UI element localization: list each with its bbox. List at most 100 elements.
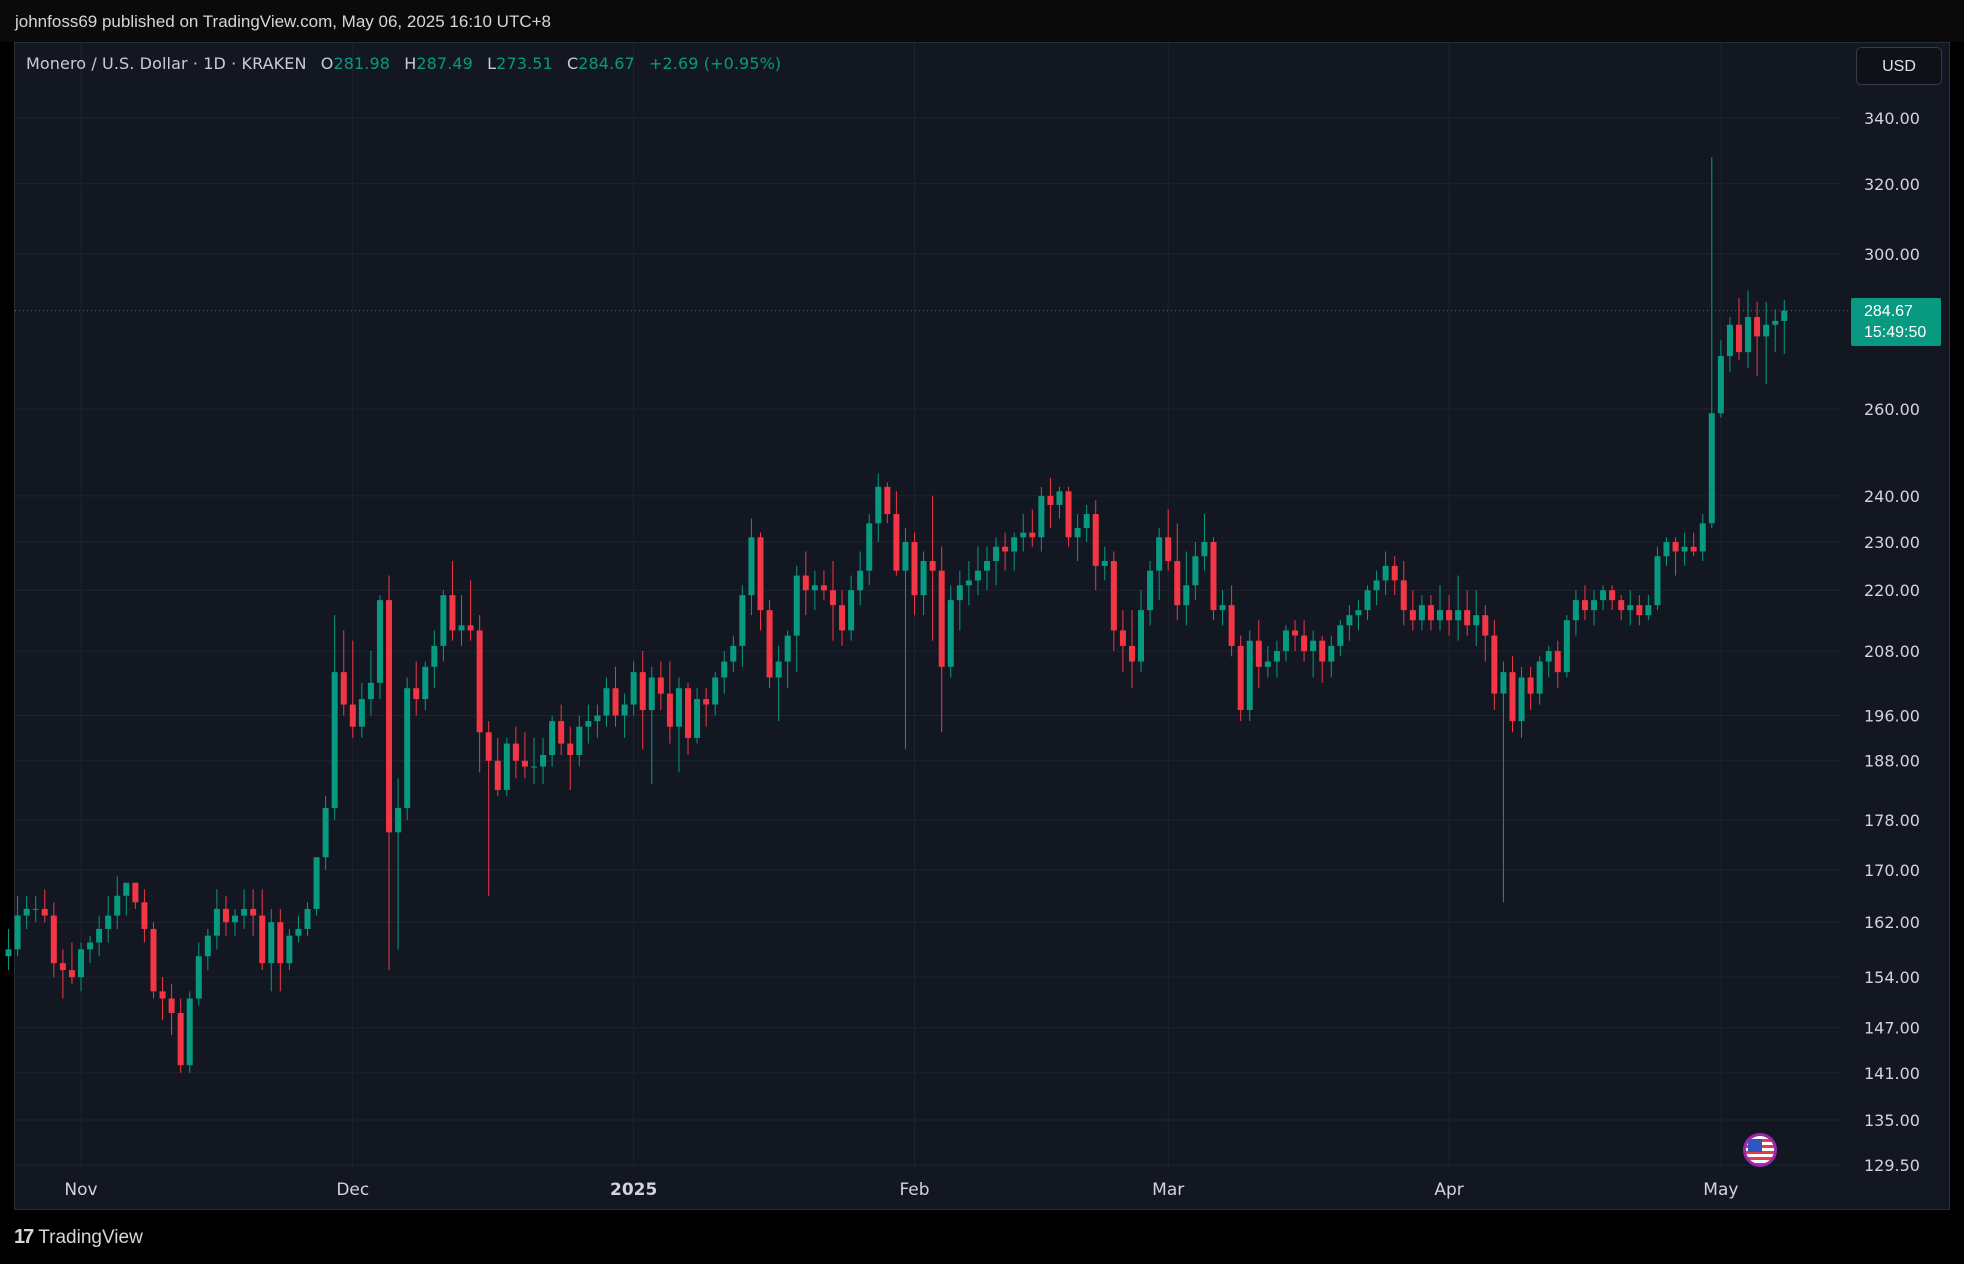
us-flag-icon[interactable] (1743, 1133, 1777, 1167)
candle-body (585, 721, 592, 727)
candle-body (947, 600, 954, 667)
candle (449, 561, 456, 641)
candle (531, 737, 537, 785)
candle-body (703, 699, 710, 705)
candle-body (295, 928, 302, 936)
change-value: +2.69 (+0.95%) (649, 54, 782, 73)
time-tick-label: Nov (64, 1180, 97, 1200)
candle (1745, 290, 1752, 369)
candle-body (956, 585, 963, 601)
candle (540, 737, 547, 785)
candle-body (1319, 640, 1326, 662)
candle-body (141, 902, 148, 929)
candle (1708, 156, 1715, 528)
candle-body (1418, 605, 1425, 621)
symbol-legend: Monero / U.S. Dollar · 1D · KRAKEN O281.… (26, 54, 781, 73)
candle-body (567, 743, 574, 755)
candle-body (1690, 546, 1697, 552)
candle-body (1726, 324, 1733, 357)
candle-body (367, 682, 374, 700)
candle (1563, 615, 1570, 678)
candle-body (884, 486, 891, 515)
candle-body (558, 721, 565, 744)
candle (458, 595, 465, 646)
candle-body (938, 570, 945, 667)
candle-body (204, 935, 211, 957)
price-axis: 340.00 320.00 300.00 260.00 240.00 230.00 220.… (1864, 109, 1920, 1175)
candle-body (222, 908, 229, 923)
candle (1011, 532, 1018, 571)
currency-button[interactable]: USD (1856, 47, 1942, 85)
candle-body (458, 625, 465, 631)
candle-body (639, 672, 646, 711)
candle (666, 661, 673, 744)
candle (23, 895, 30, 929)
candle-body (1591, 600, 1598, 611)
candle-body (1618, 600, 1625, 611)
time-tick-label: Dec (336, 1180, 369, 1200)
candle (241, 889, 248, 929)
candle (78, 942, 84, 992)
candle (920, 551, 927, 616)
price-tick-label: 320.00 (1864, 175, 1920, 194)
candle-body (549, 721, 556, 755)
candle-body (1083, 514, 1090, 528)
candle (268, 908, 275, 992)
candle (621, 693, 628, 738)
candle (1427, 595, 1434, 631)
candle (1672, 537, 1679, 576)
candle-body (1074, 527, 1081, 538)
candle (1301, 620, 1308, 662)
candle (1038, 486, 1045, 552)
last-price-tag: 284.67 15:49:50 (1851, 298, 1941, 346)
candle (168, 984, 175, 1036)
price-tick-label: 208.00 (1864, 642, 1920, 661)
candle-body (748, 537, 755, 596)
candle (440, 590, 447, 662)
candle-body (1228, 605, 1235, 646)
candle-body (68, 970, 75, 978)
candle-body (1310, 640, 1317, 652)
candle-body (1282, 630, 1289, 652)
candle (1065, 486, 1072, 547)
candle-body (50, 915, 57, 964)
candle (1717, 340, 1724, 418)
tradingview-logo-icon[interactable]: 17 TradingView (14, 1226, 143, 1249)
candle (1083, 504, 1090, 543)
candle (521, 732, 528, 779)
candle-body (1464, 610, 1471, 626)
candle (413, 661, 420, 716)
candle-body (1038, 495, 1045, 538)
candle (1735, 298, 1742, 361)
candle-body (386, 600, 393, 833)
price-tick-label: 141.00 (1864, 1064, 1920, 1083)
candle-body (1627, 605, 1634, 611)
candle-body (286, 935, 293, 964)
candle (1391, 556, 1398, 596)
candle-body (1735, 324, 1742, 353)
candle-body (820, 585, 827, 591)
candle-body (494, 760, 501, 790)
candle (612, 666, 619, 727)
candle (286, 928, 293, 971)
candle-body (1292, 630, 1299, 636)
candle (757, 532, 764, 631)
candle-body (630, 672, 637, 705)
candle-body (1681, 546, 1688, 552)
candle-body (1328, 645, 1335, 662)
candle-body (105, 915, 112, 929)
candle-body (1147, 570, 1154, 611)
time-tick-label: Apr (1434, 1180, 1463, 1200)
candle-body (395, 807, 402, 833)
price-tick-label: 178.00 (1864, 811, 1920, 830)
candle-body (1056, 491, 1063, 505)
candle (512, 726, 519, 779)
candle-body (576, 726, 583, 755)
candle-body (1437, 610, 1443, 621)
candle-body (1264, 661, 1271, 667)
candle-body (775, 661, 782, 678)
candle-body (1110, 561, 1117, 631)
chart-frame[interactable] (14, 42, 1950, 1210)
candle-body (1337, 625, 1344, 646)
